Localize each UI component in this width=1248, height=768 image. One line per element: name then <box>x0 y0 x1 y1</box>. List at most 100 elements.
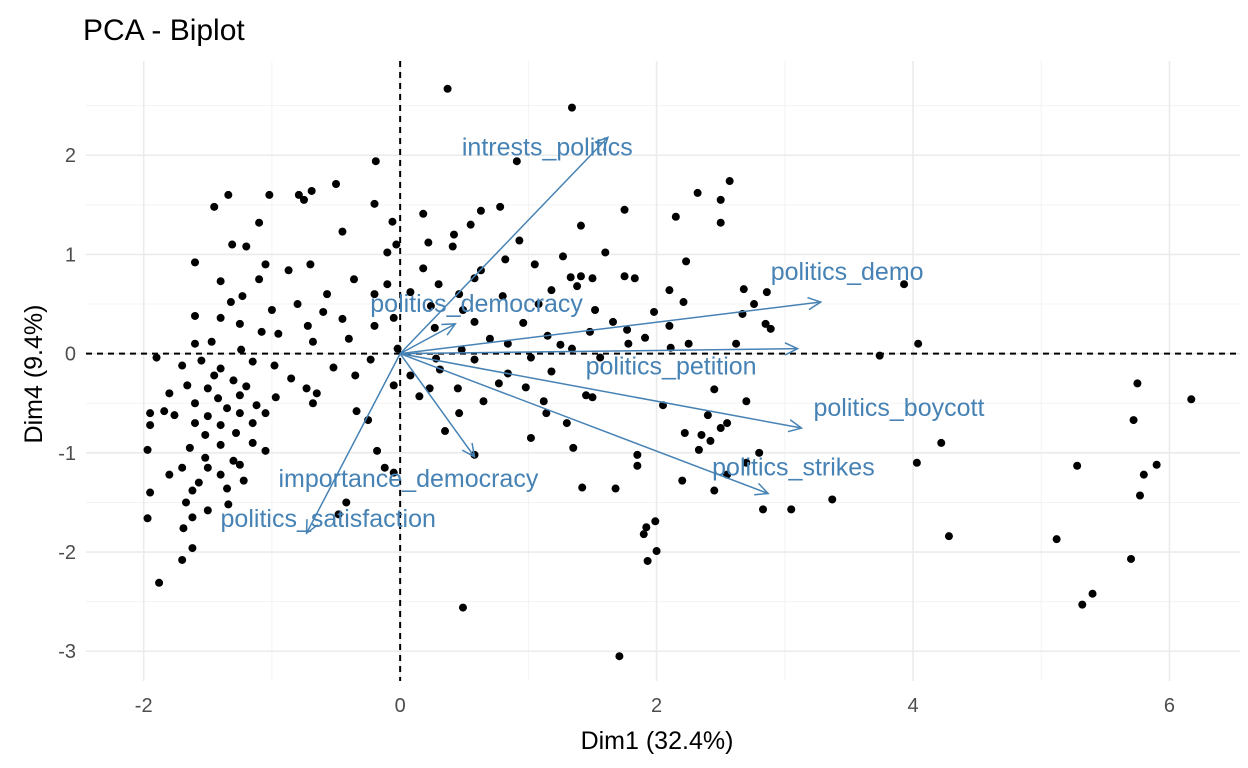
y-axis-title: Dim4 (9.4%) <box>20 305 48 444</box>
data-point <box>235 391 244 400</box>
data-point <box>388 217 397 226</box>
data-point <box>271 393 280 402</box>
data-point <box>270 361 279 370</box>
reference-lines <box>86 61 1240 681</box>
data-point <box>542 409 551 418</box>
variable-label: politics_satisfaction <box>221 505 436 533</box>
data-point <box>185 443 194 452</box>
data-point <box>223 404 232 413</box>
data-point <box>601 248 610 257</box>
data-point <box>274 329 283 338</box>
data-point <box>679 298 688 307</box>
data-point <box>430 323 439 332</box>
data-point <box>742 458 751 467</box>
data-point <box>143 445 152 454</box>
data-point <box>458 305 467 314</box>
data-point <box>392 240 401 249</box>
data-point <box>265 190 274 199</box>
data-point <box>419 264 428 273</box>
variable-arrow-head <box>594 136 610 151</box>
data-point <box>703 411 712 420</box>
data-point <box>521 383 530 392</box>
data-point <box>352 407 361 416</box>
data-point <box>179 524 188 533</box>
data-point <box>642 523 651 532</box>
data-point <box>183 381 192 390</box>
data-point <box>1139 470 1148 479</box>
data-point <box>370 321 379 330</box>
data-point <box>682 257 691 266</box>
data-point <box>623 325 632 334</box>
data-point <box>900 280 909 289</box>
data-point <box>170 411 179 420</box>
data-point <box>406 288 415 297</box>
data-point <box>633 450 642 459</box>
variable-label: importance_democracy <box>279 465 539 493</box>
data-point <box>190 399 199 408</box>
data-point <box>725 177 734 186</box>
variable-arrow-head <box>784 342 800 356</box>
data-point <box>257 327 266 336</box>
data-point <box>762 288 771 297</box>
data-point <box>588 274 597 283</box>
data-point <box>232 429 241 437</box>
data-point <box>146 488 155 497</box>
data-point <box>248 357 257 366</box>
data-point <box>165 389 174 398</box>
data-point <box>759 505 768 514</box>
data-point <box>515 236 524 245</box>
data-point <box>652 547 661 556</box>
data-point <box>470 355 479 364</box>
variable-arrow-head <box>461 442 476 459</box>
data-point <box>351 371 360 380</box>
data-point <box>470 317 479 326</box>
data-point <box>216 277 225 286</box>
data-point <box>284 266 293 275</box>
data-point <box>190 258 199 267</box>
data-point <box>466 220 475 229</box>
data-point <box>569 443 578 452</box>
data-point <box>229 456 238 465</box>
data-point <box>308 337 317 346</box>
data-point <box>224 500 233 509</box>
data-point <box>383 248 392 257</box>
data-point <box>248 438 257 447</box>
variable-label: politics_democracy <box>370 290 583 318</box>
x-tick-label: 6 <box>1164 695 1175 717</box>
variable-arrow <box>399 352 769 495</box>
data-point <box>585 327 594 336</box>
data-point <box>755 448 764 457</box>
data-point <box>558 252 567 261</box>
data-point <box>190 339 199 348</box>
data-point <box>332 180 341 189</box>
x-axis-title: Dim1 (32.4%) <box>581 727 734 755</box>
y-tick-label: -3 <box>58 641 76 663</box>
data-point <box>641 333 650 342</box>
data-point <box>620 205 629 214</box>
y-tick-label: -2 <box>58 542 76 564</box>
data-point <box>611 484 620 493</box>
variable-arrow <box>399 323 456 355</box>
x-tick-label: 2 <box>651 695 662 717</box>
data-point <box>914 339 923 348</box>
data-point <box>210 202 219 211</box>
data-point <box>716 195 725 204</box>
data-point <box>1152 460 1161 469</box>
data-point <box>146 409 155 418</box>
data-point <box>370 199 379 208</box>
data-point <box>226 298 235 307</box>
data-point <box>235 409 244 418</box>
data-point <box>188 513 197 522</box>
data-point <box>371 157 380 166</box>
data-point <box>723 419 732 428</box>
data-point <box>547 286 556 295</box>
y-tick-label: 2 <box>65 145 76 167</box>
data-point <box>252 401 261 410</box>
data-point <box>201 453 210 462</box>
variable-arrow-head <box>807 296 823 311</box>
data-point <box>526 353 535 362</box>
y-tick-label: 1 <box>65 244 76 266</box>
data-point <box>501 255 510 264</box>
variable-arrow <box>400 352 802 429</box>
data-point <box>224 190 233 199</box>
